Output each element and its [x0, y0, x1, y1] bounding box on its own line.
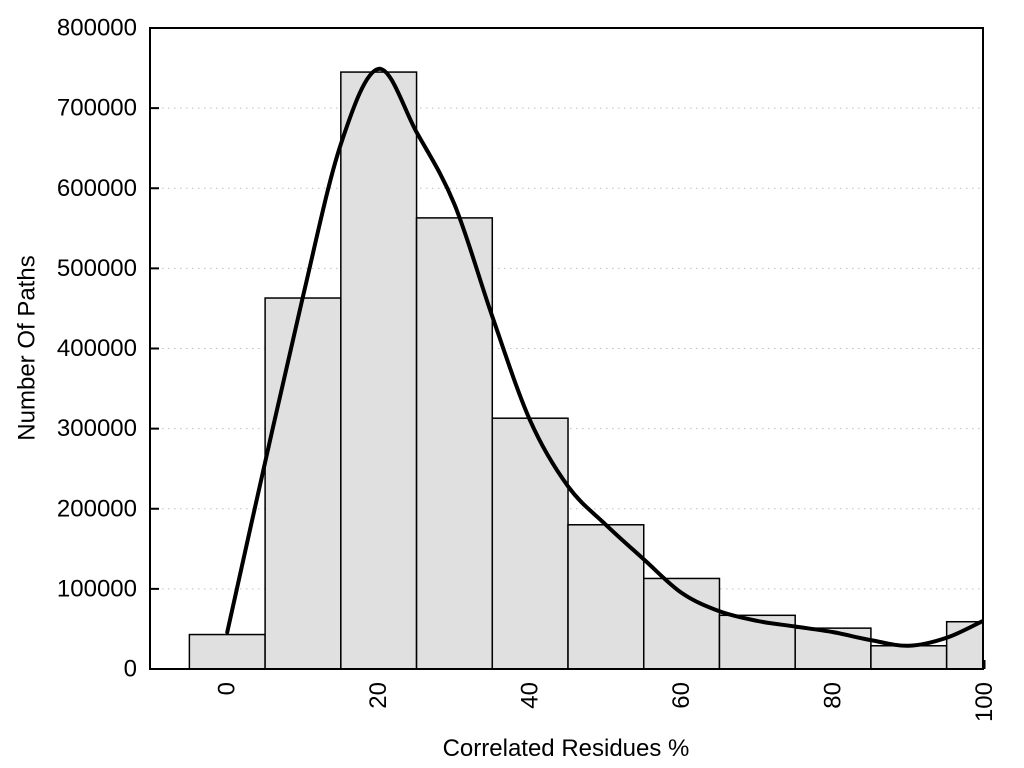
histogram-bar — [491, 417, 569, 669]
x-tick-label: 40 — [517, 682, 544, 709]
y-tick-label: 400000 — [57, 335, 137, 362]
y-tick-label: 200000 — [57, 495, 137, 522]
x-tick-label: 60 — [668, 682, 695, 709]
y-tick-label: 600000 — [57, 175, 137, 202]
x-tick-label: 20 — [365, 682, 392, 709]
histogram-bar — [264, 297, 342, 669]
histogram-bar — [188, 633, 266, 669]
y-tick-label: 0 — [124, 656, 137, 683]
x-axis-title: Correlated Residues % — [443, 735, 690, 762]
histogram-bar — [794, 627, 872, 669]
x-tick-label: 0 — [214, 682, 241, 695]
y-tick-label: 500000 — [57, 255, 137, 282]
histogram-bar — [415, 217, 494, 669]
tick-labels: 0 100000 200000 300000 400000 500000 600000 700… — [57, 15, 998, 723]
x-tick-label: 100 — [971, 682, 998, 722]
y-tick-label: 700000 — [57, 95, 137, 122]
histogram-bar — [870, 645, 948, 669]
density-curve — [225, 66, 983, 648]
histogram-bar — [340, 71, 418, 669]
histogram-bars — [188, 71, 983, 669]
y-tick-label: 800000 — [57, 15, 137, 42]
y-tick-label: 100000 — [57, 575, 137, 602]
y-tick-label: 300000 — [57, 415, 137, 442]
x-tick-label: 80 — [820, 682, 847, 709]
density-curve-layer — [225, 66, 983, 648]
y-axis-ticks — [150, 27, 159, 670]
y-axis-title: Number Of Paths — [14, 255, 41, 440]
